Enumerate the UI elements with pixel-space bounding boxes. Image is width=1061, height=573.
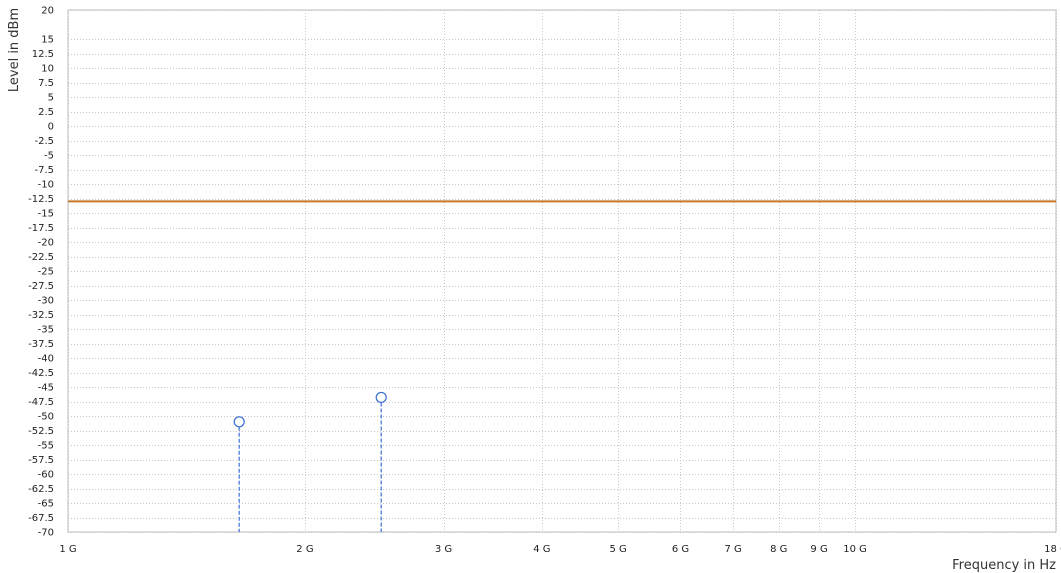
y-tick-label: -15 (38, 209, 54, 220)
grid (67, 9, 1057, 533)
y-axis-ticks: 20 15 12.5 10 7.5 5 2.5 0 -2.5 -5 -7.5 -10 -12.5 -15 -… (28, 6, 54, 539)
y-tick-label: -65 (38, 499, 54, 510)
y-tick-label: -55 (38, 441, 54, 452)
y-tick-label: -60 (38, 470, 54, 481)
x-tick-label: 1 G (59, 544, 76, 555)
y-axis-title: Level in dBm (7, 8, 22, 92)
x-axis-title: Frequency in Hz (952, 558, 1056, 573)
y-tick-label: -47.5 (28, 397, 54, 408)
x-tick-label: 6 G (672, 544, 689, 555)
y-tick-label: -27.5 (28, 281, 54, 292)
x-tick-label: 9 G (810, 544, 827, 555)
y-tick-label: -52.5 (28, 426, 54, 437)
y-tick-label: -57.5 (28, 455, 54, 466)
x-tick-label: 10 G (843, 544, 867, 555)
y-tick-label: -50 (38, 412, 54, 423)
y-tick-label: -62.5 (28, 484, 54, 495)
data-point (233, 416, 245, 428)
x-axis-ticks: 1 G 2 G 3 G 4 G 5 G 6 G 7 G 8 G 9 G 10 G 18 G (59, 544, 1061, 555)
y-tick-label: 2.5 (38, 107, 54, 118)
x-tick-label: 2 G (296, 544, 313, 555)
y-tick-label: 7.5 (38, 78, 54, 89)
y-tick-label: 5 (48, 93, 54, 104)
y-tick-label: -5 (44, 151, 54, 162)
y-tick-label: -20 (38, 238, 54, 249)
y-tick-label: -42.5 (28, 368, 54, 379)
plot-frame (67, 9, 1057, 533)
y-tick-label: -40 (38, 354, 54, 365)
x-tick-label: 5 G (609, 544, 626, 555)
y-tick-label: -25 (38, 267, 54, 278)
y-tick-label: -67.5 (28, 513, 54, 524)
y-tick-label: -17.5 (28, 223, 54, 234)
data-point (375, 391, 387, 404)
y-tick-label: 20 (41, 6, 54, 17)
y-tick-label: -45 (38, 383, 54, 394)
x-tick-label: 18 G (1044, 544, 1061, 555)
x-tick-label: 7 G (725, 544, 742, 555)
y-tick-label: -32.5 (28, 310, 54, 321)
y-tick-label: -22.5 (28, 252, 54, 263)
y-tick-label: -2.5 (34, 136, 54, 147)
y-tick-label: 15 (41, 35, 54, 46)
y-tick-label: -35 (38, 325, 54, 336)
y-tick-label: -30 (38, 296, 54, 307)
x-tick-label: 3 G (435, 544, 452, 555)
data-points (233, 391, 387, 532)
x-tick-label: 4 G (533, 544, 550, 555)
y-tick-label: 10 (41, 64, 54, 75)
y-tick-label: 0 (48, 122, 54, 133)
y-tick-label: -7.5 (34, 165, 54, 176)
x-tick-label: 8 G (770, 544, 787, 555)
y-tick-label: -10 (38, 180, 54, 191)
y-tick-label: -37.5 (28, 339, 54, 350)
y-tick-label: 12.5 (32, 49, 54, 60)
y-tick-label: -12.5 (28, 194, 54, 205)
y-tick-label: -70 (38, 528, 54, 539)
